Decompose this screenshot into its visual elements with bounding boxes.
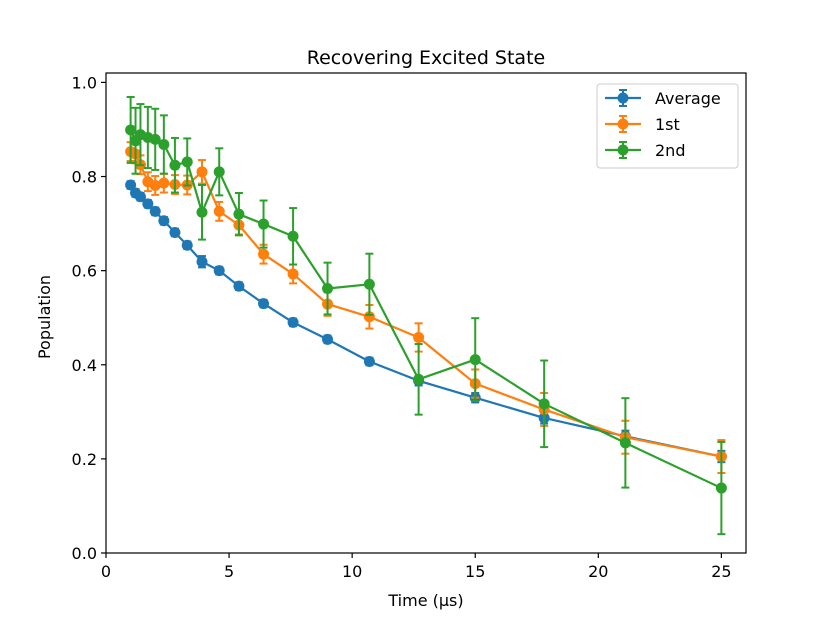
legend-marker	[617, 118, 629, 130]
data-point	[196, 166, 208, 178]
x-tick-label: 0	[101, 562, 111, 581]
axes: 0 5 10 15 20 25 0.0 0.2 0.4 0.6 0.8 1.0	[72, 72, 747, 581]
data-point	[181, 156, 193, 168]
series-2nd	[125, 96, 727, 536]
data-point	[158, 215, 170, 227]
data-point	[149, 179, 161, 191]
data-point	[258, 298, 270, 310]
y-tick-label: 0.2	[72, 450, 97, 469]
data-point	[469, 354, 481, 366]
legend: Average 1st 2nd	[596, 83, 739, 169]
x-tick-label: 20	[588, 562, 608, 581]
data-point	[196, 206, 208, 218]
x-tick-label: 15	[465, 562, 485, 581]
data-point	[258, 218, 270, 230]
data-point	[158, 139, 170, 151]
legend-entry-1st: 1st	[605, 115, 680, 134]
legend-label: Average	[655, 89, 721, 108]
data-point	[258, 248, 270, 260]
legend-marker	[617, 144, 629, 156]
y-tick-label: 0.0	[72, 544, 97, 563]
data-point	[125, 124, 137, 136]
data-point	[142, 198, 154, 210]
data-point	[213, 265, 225, 277]
data-point	[413, 331, 425, 343]
data-point	[287, 316, 299, 328]
data-point	[213, 205, 225, 217]
y-tick-label: 0.8	[72, 168, 97, 187]
y-tick-label: 1.0	[72, 73, 97, 92]
data-point	[233, 280, 245, 292]
data-point	[134, 191, 146, 203]
legend-entry-average: Average	[605, 89, 721, 108]
plot-area	[125, 96, 727, 536]
x-axis-label: Time (μs)	[387, 591, 463, 610]
data-point	[363, 278, 375, 290]
axes-frame	[105, 72, 747, 554]
data-point	[287, 230, 299, 242]
data-point	[715, 482, 727, 494]
y-tick-label: 0.6	[72, 262, 97, 281]
data-point	[363, 355, 375, 367]
data-point	[322, 283, 334, 295]
data-point	[619, 437, 631, 449]
data-point	[413, 373, 425, 385]
legend-marker	[617, 92, 629, 104]
data-point	[169, 159, 181, 171]
x-tick-label: 10	[342, 562, 362, 581]
legend-box	[596, 83, 739, 169]
legend-entry-2nd: 2nd	[605, 141, 685, 160]
data-point	[233, 208, 245, 220]
data-point	[125, 179, 137, 191]
data-point	[181, 239, 193, 251]
data-point	[287, 268, 299, 280]
y-axis-label: Population	[35, 275, 54, 359]
data-point	[322, 333, 334, 345]
legend-label: 2nd	[655, 141, 685, 160]
data-point	[538, 398, 550, 410]
x-tick-label: 25	[711, 562, 731, 581]
data-point	[213, 166, 225, 178]
chart-title: Recovering Excited State	[307, 47, 545, 69]
data-point	[149, 205, 161, 217]
data-point	[149, 133, 161, 145]
data-point	[169, 227, 181, 239]
legend-label: 1st	[655, 115, 680, 134]
data-point	[196, 256, 208, 268]
y-tick-label: 0.4	[72, 356, 97, 375]
data-point	[158, 177, 170, 189]
x-tick-label: 5	[224, 562, 234, 581]
